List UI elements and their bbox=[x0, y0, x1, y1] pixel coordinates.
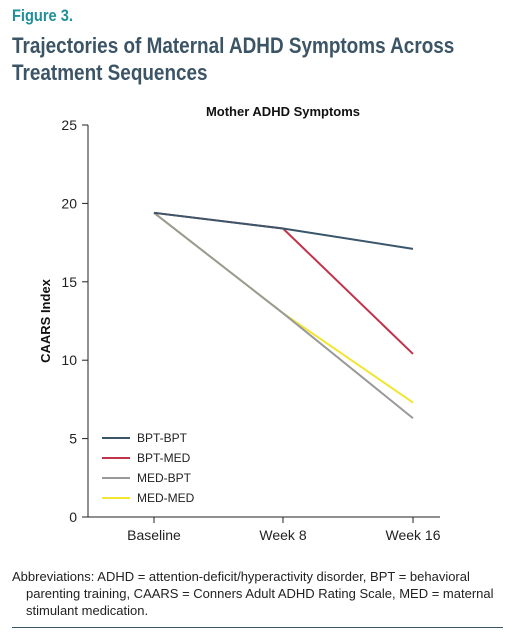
series-line-med-bpt bbox=[153, 212, 414, 419]
x-tick-label: Week 8 bbox=[259, 527, 306, 543]
series-line-bpt-med bbox=[153, 211, 414, 355]
chart-title: Mother ADHD Symptoms bbox=[206, 104, 360, 119]
legend-label: BPT-MED bbox=[137, 451, 191, 465]
bottom-rule bbox=[12, 627, 503, 628]
y-tick-label: 15 bbox=[61, 274, 77, 290]
series-line-bpt-bpt bbox=[153, 211, 414, 250]
y-tick-label: 5 bbox=[69, 431, 77, 447]
y-tick-label: 20 bbox=[61, 195, 77, 211]
figure-title: Trajectories of Maternal ADHD Symptoms A… bbox=[12, 33, 455, 85]
footnote-line-1: Abbreviations: ADHD = attention-deficit/… bbox=[12, 569, 470, 584]
y-axis-label: CAARS Index bbox=[38, 278, 53, 363]
y-tick-label: 25 bbox=[61, 117, 77, 133]
x-tick-label: Week 16 bbox=[386, 527, 441, 543]
x-tick-label: Baseline bbox=[127, 527, 181, 543]
legend-label: MED-BPT bbox=[137, 471, 192, 485]
series-line-med-med bbox=[153, 212, 414, 404]
figure-label: Figure 3. bbox=[12, 6, 73, 25]
footnote-line-3: stimulant medication. bbox=[26, 603, 149, 618]
y-tick-label: 0 bbox=[69, 509, 77, 525]
y-tick-label: 10 bbox=[61, 352, 77, 368]
footnote-line-2: parenting training, CAARS = Conners Adul… bbox=[26, 586, 494, 601]
legend-label: MED-MED bbox=[137, 491, 195, 505]
footnote: Abbreviations: ADHD = attention-deficit/… bbox=[12, 568, 512, 619]
line-chart: Mother ADHD Symptoms CAARS Index 0 5 10 15 2… bbox=[38, 104, 441, 543]
legend-label: BPT-BPT bbox=[137, 431, 188, 445]
